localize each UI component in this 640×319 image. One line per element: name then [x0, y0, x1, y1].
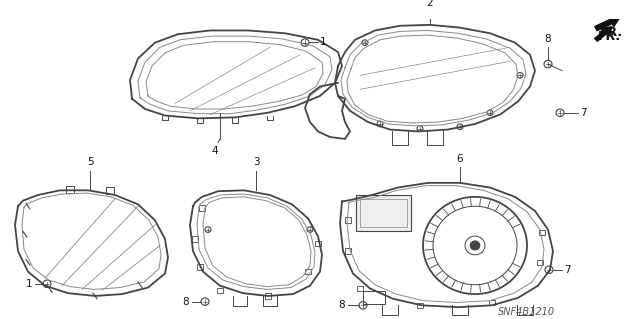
Text: 8: 8 — [182, 297, 189, 307]
Bar — [217, 287, 223, 293]
Text: 8: 8 — [545, 33, 551, 44]
Bar — [357, 286, 363, 291]
Bar — [489, 300, 495, 305]
Bar — [265, 293, 271, 299]
Text: 8: 8 — [339, 300, 345, 310]
Bar — [315, 241, 321, 246]
Text: 1: 1 — [26, 279, 32, 289]
Text: 2: 2 — [427, 0, 433, 8]
Bar — [539, 230, 545, 235]
Text: 5: 5 — [86, 157, 93, 167]
Bar — [537, 260, 543, 265]
Bar — [305, 269, 311, 274]
Bar — [192, 236, 198, 242]
Text: 7: 7 — [580, 108, 587, 118]
Circle shape — [470, 241, 480, 250]
Text: FR.: FR. — [600, 26, 623, 39]
Bar — [356, 195, 411, 231]
Text: 6: 6 — [457, 154, 463, 164]
Text: 3: 3 — [253, 157, 259, 167]
FancyArrow shape — [595, 27, 612, 41]
Text: FR.: FR. — [598, 30, 621, 42]
Bar — [66, 186, 74, 193]
Text: 1: 1 — [320, 37, 326, 47]
Bar — [197, 264, 203, 270]
Text: 7: 7 — [564, 265, 571, 275]
Bar — [199, 205, 205, 211]
Bar — [417, 302, 423, 308]
Bar — [363, 291, 385, 304]
Bar — [360, 199, 407, 227]
FancyArrow shape — [595, 17, 620, 31]
Bar — [345, 218, 351, 223]
Text: SNF4B1210: SNF4B1210 — [498, 307, 555, 317]
Bar — [345, 248, 351, 254]
Bar — [106, 187, 114, 194]
Text: 4: 4 — [212, 146, 218, 156]
